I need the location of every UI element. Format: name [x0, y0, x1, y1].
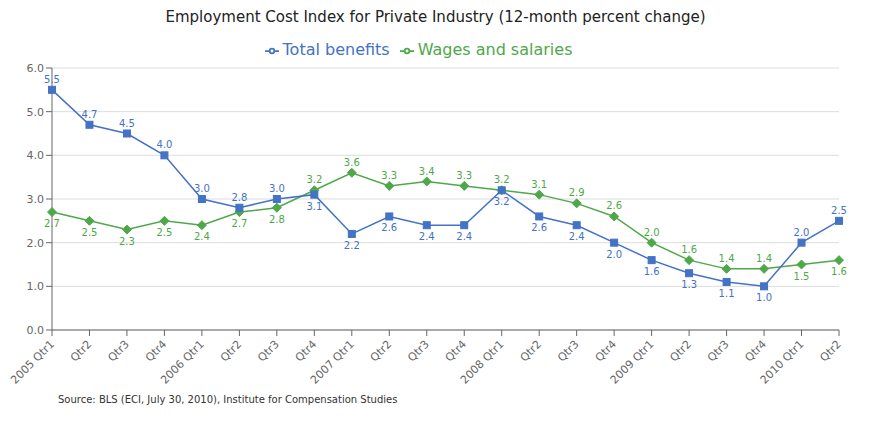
svg-text:2.0: 2.0	[27, 237, 45, 250]
svg-text:5.0: 5.0	[27, 106, 45, 119]
svg-text:2.7: 2.7	[44, 218, 60, 229]
svg-text:2.6: 2.6	[381, 222, 397, 233]
svg-text:Qtr3: Qtr3	[555, 338, 582, 365]
svg-text:2.5: 2.5	[82, 227, 98, 238]
svg-text:1.1: 1.1	[719, 288, 735, 299]
html-text:Wages and salaries: Wages and salaries	[417, 40, 573, 59]
svg-text:Qtr2: Qtr2	[668, 338, 695, 365]
svg-text:2007 Qtr1: 2007 Qtr1	[308, 338, 357, 387]
svg-text:Qtr2: Qtr2	[817, 338, 844, 365]
svg-text:Qtr4: Qtr4	[593, 338, 620, 365]
svg-text:5.5: 5.5	[44, 74, 60, 85]
svg-text:4.0: 4.0	[27, 149, 45, 162]
svg-text:2.7: 2.7	[231, 218, 247, 229]
svg-text:3.6: 3.6	[344, 157, 360, 168]
svg-text:1.6: 1.6	[644, 266, 660, 277]
svg-text:Qtr2: Qtr2	[218, 338, 245, 365]
svg-text:2009 Qtr1: 2009 Qtr1	[608, 338, 657, 387]
svg-text:2.4: 2.4	[569, 231, 585, 242]
svg-text:Qtr4: Qtr4	[742, 338, 769, 365]
svg-text:Qtr3: Qtr3	[255, 338, 282, 365]
svg-text:3.2: 3.2	[494, 196, 510, 207]
svg-text:1.0: 1.0	[27, 280, 45, 293]
svg-text:3.1: 3.1	[531, 179, 547, 190]
svg-text:3.0: 3.0	[194, 183, 210, 194]
svg-text:1.5: 1.5	[794, 271, 810, 282]
svg-text:2.6: 2.6	[606, 200, 622, 211]
svg-text:2005 Qtr1: 2005 Qtr1	[8, 338, 57, 387]
svg-text:2.9: 2.9	[569, 187, 585, 198]
svg-text:Qtr2: Qtr2	[518, 338, 545, 365]
svg-text:Qtr3: Qtr3	[105, 338, 132, 365]
svg-text:Qtr2: Qtr2	[368, 338, 395, 365]
svg-text:2.4: 2.4	[456, 231, 472, 242]
svg-text:4.0: 4.0	[156, 139, 172, 150]
svg-text:1.3: 1.3	[681, 279, 697, 290]
svg-text:2.3: 2.3	[119, 236, 135, 247]
svg-text:4.5: 4.5	[119, 118, 135, 129]
svg-text:3.0: 3.0	[269, 183, 285, 194]
svg-text:3.2: 3.2	[306, 174, 322, 185]
svg-text:2.4: 2.4	[194, 231, 210, 242]
svg-text:2.0: 2.0	[794, 227, 810, 238]
html-text:Total benefits: Total benefits	[282, 40, 390, 59]
svg-text:3.2: 3.2	[494, 174, 510, 185]
svg-text:2.8: 2.8	[269, 214, 285, 225]
svg-text:2010 Qtr1: 2010 Qtr1	[758, 338, 807, 387]
svg-text:2.6: 2.6	[531, 222, 547, 233]
svg-text:2008 Qtr1: 2008 Qtr1	[458, 338, 507, 387]
svg-text:Qtr4: Qtr4	[443, 338, 470, 365]
svg-text:1.4: 1.4	[756, 253, 772, 264]
svg-text:6.0: 6.0	[27, 62, 45, 75]
svg-text:2.0: 2.0	[644, 227, 660, 238]
svg-text:3.4: 3.4	[419, 166, 435, 177]
svg-text:Qtr4: Qtr4	[293, 338, 320, 365]
svg-text:2.8: 2.8	[231, 192, 247, 203]
svg-text:3.3: 3.3	[381, 170, 397, 181]
svg-text:2.4: 2.4	[419, 231, 435, 242]
svg-text:0.0: 0.0	[27, 324, 45, 337]
svg-text:2.0: 2.0	[606, 249, 622, 260]
svg-text:3.3: 3.3	[456, 170, 472, 181]
svg-text:3.1: 3.1	[306, 201, 322, 212]
svg-text:2.5: 2.5	[831, 205, 847, 216]
svg-text:1.4: 1.4	[719, 253, 735, 264]
svg-text:4.7: 4.7	[82, 109, 98, 120]
html-text:Source: BLS (ECI, July 30, 201: Source: BLS (ECI, July 30, 2010), Instit…	[58, 394, 398, 405]
svg-text:1.0: 1.0	[756, 292, 772, 303]
svg-text:2.5: 2.5	[156, 227, 172, 238]
svg-text:1.6: 1.6	[831, 266, 847, 277]
svg-text:2.2: 2.2	[344, 240, 360, 251]
html-text:Employment Cost Index for Priv: Employment Cost Index for Private Indust…	[165, 8, 706, 26]
svg-text:Qtr3: Qtr3	[405, 338, 432, 365]
svg-text:2006 Qtr1: 2006 Qtr1	[158, 338, 207, 387]
svg-text:Qtr2: Qtr2	[68, 338, 95, 365]
svg-text:1.6: 1.6	[681, 244, 697, 255]
svg-text:Qtr3: Qtr3	[705, 338, 732, 365]
svg-text:Qtr4: Qtr4	[143, 338, 170, 365]
svg-text:3.0: 3.0	[27, 193, 45, 206]
